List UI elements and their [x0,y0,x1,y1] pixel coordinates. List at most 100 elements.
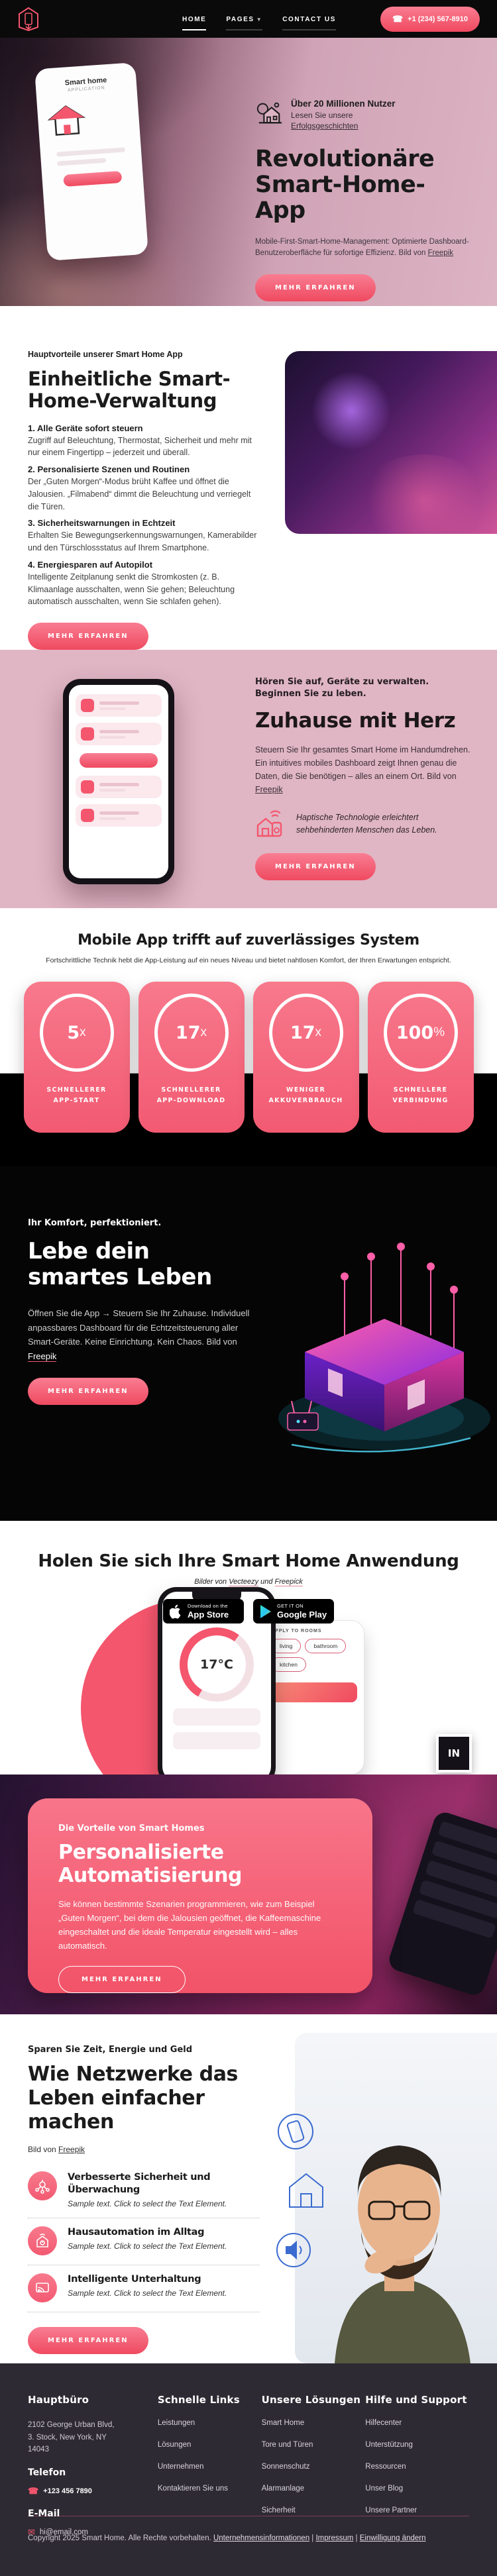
app-card [76,723,162,746]
consent-link[interactable]: Einwilligung ändern [359,2534,426,2543]
heart-section: Hören Sie auf, Geräte zu verwalten. Begi… [0,650,497,909]
footer-link[interactable]: Unser Blog [365,2485,404,2493]
benefits-kicker: Hauptvorteile unserer Smart Home App [28,350,183,359]
benefits-cta-button[interactable]: MEHR ERFAHREN [28,623,148,650]
smartlife-cta-button[interactable]: MEHR ERFAHREN [28,1378,148,1406]
stat-card: 17 x WENIGER AKKUVERBRAUCH [252,982,359,1133]
stat-value: 100 [396,1022,434,1043]
nav-home-underline [182,28,207,30]
temperature-value: 17°C [188,1635,246,1694]
stats-section: Mobile App trifft auf zuverlässiges Syst… [0,908,497,1167]
footer-phone[interactable]: ☎ +123 456 7890 [28,2486,158,2497]
smartlife-title: Lebe dein smartes Leben [28,1238,212,1291]
googleplay-badge[interactable]: GET IT ON Google Play [253,1599,334,1624]
benefit-item-title: 2. Personalisierte Szenen und Routinen [28,464,190,475]
success-stories-link[interactable]: Erfolgsgeschichten [291,121,359,130]
nav-pages[interactable]: PAGES ▼ [226,8,263,30]
freepik-link[interactable]: Freepik [28,1351,57,1362]
heart-cta-button[interactable]: MEHR ERFAHREN [255,853,376,881]
google-play-icon [260,1604,271,1618]
freepik-link[interactable]: Freepik [255,785,283,795]
networks-cta-button[interactable]: MEHR ERFAHREN [28,2326,148,2354]
vecteezy-link[interactable]: Vecteezy [229,1578,259,1587]
freepik-link[interactable]: Freepik [58,2145,85,2155]
nav-home-label: HOME [182,15,207,23]
header: HOME PAGES ▼ CONTACT US ☎ +1 (234) 567-89… [0,0,497,38]
footer-link[interactable]: Alarmanlage [261,2485,305,2493]
stat-value: 17 [175,1022,201,1043]
house-doodle-icon [289,2173,323,2208]
users-badge: Über 20 Millionen Nutzer Lesen Sie unser… [255,99,474,132]
app-card [76,694,162,717]
footer-link[interactable]: Leistungen [157,2419,195,2428]
stat-value: 5 [67,1022,80,1043]
frame-text: IN [447,1747,461,1760]
freepick-link[interactable]: Freepick [274,1578,303,1587]
footer-heading: Hauptbüro [28,2394,89,2406]
footer-link[interactable]: Hilfecenter [365,2419,402,2428]
hero-phone-row [56,158,107,166]
room-chip: kitchen [271,1657,306,1673]
security-network-icon [28,2171,57,2201]
hero-section: Smart home APPLICATION [0,38,497,306]
smartlife-kicker: Ihr Komfort, perfektioniert. [28,1218,162,1229]
device-tile-icon [81,699,94,713]
separator: | [353,2534,360,2543]
logo-icon[interactable] [17,7,40,32]
apply-to-rooms-label: APPLY TO ROOMS [271,1629,322,1634]
automation-card: Die Vorteile von Smart Homes Personalisi… [28,1798,372,1994]
phone-doodle-icon [278,2114,313,2150]
nav-contact-label: CONTACT US [282,15,337,23]
footer-link[interactable]: Smart Home [261,2419,305,2428]
call-button[interactable]: ☎ +1 (234) 567-8910 [380,6,480,32]
appstore-line2: App Store [188,1610,229,1620]
networks-kicker: Sparen Sie Zeit, Energie und Geld [28,2045,193,2055]
impressum-link[interactable]: Impressum [315,2534,354,2543]
automation-cta-button[interactable]: MEHR ERFAHREN [58,1966,186,1994]
benefit-item-body: Intelligente Zeitplanung senkt die Strom… [28,572,235,607]
heart-kicker: Hören Sie auf, Geräte zu verwalten. Begi… [255,677,429,699]
footer-link[interactable]: Sicherheit [261,2506,296,2515]
hero-phone-mockup: Smart home APPLICATION [34,62,148,261]
heart-content: Hören Sie auf, Geräte zu verwalten. Begi… [255,676,477,881]
stat-label: SCHNELLERE VERBINDUNG [392,1086,449,1105]
benefit-item-body: Der „Guten Morgen“-Modus brüht Kaffee un… [28,477,251,511]
footer-heading: Hilfe und Support [365,2394,467,2406]
footer-link[interactable]: Unsere Partner [365,2506,417,2515]
footer-link[interactable]: Tore und Türen [261,2441,313,2449]
call-button-label: +1 (234) 567-8910 [408,15,468,23]
footer-link[interactable]: Sonnenschutz [261,2463,310,2471]
photo-glow-decor [358,454,490,534]
photo-glow-decor [311,371,391,450]
benefits-photo [285,351,497,534]
nav-contact-underline [282,28,337,30]
phone-icon: ☎ [28,2486,39,2497]
freepik-link[interactable]: Freepik [427,249,453,258]
nav-pages-label: PAGES [226,15,254,23]
nav-home[interactable]: HOME [182,8,207,30]
footer-link[interactable]: Ressourcen [365,2463,406,2471]
company-info-link[interactable]: Unternehmensinformationen [213,2534,310,2543]
hero-cta-button[interactable]: MEHR ERFAHREN [255,274,376,302]
footer-link[interactable]: Lösungen [157,2441,192,2449]
nav-pages-underline [226,28,263,30]
footer-link[interactable]: Unternehmen [157,2463,204,2471]
heart-phone-mockup [63,679,174,885]
footer-link[interactable]: Unterstützung [365,2441,413,2449]
smart-tv-icon [28,2273,57,2302]
smartlife-section: Ihr Komfort, perfektioniert. Lebe dein s… [0,1166,497,1521]
chevron-down-icon: ▼ [256,16,263,23]
app-button [80,753,158,768]
room-chips: living bathroom kitchen [271,1639,357,1673]
phone-icon: ☎ [392,13,404,24]
networks-section: Sparen Sie Zeit, Energie und Geld Wie Ne… [0,2014,497,2364]
users-badge-text: Über 20 Millionen Nutzer Lesen Sie unser… [291,99,396,132]
googleplay-line2: Google Play [277,1610,327,1620]
appstore-badge[interactable]: Download on the App Store [163,1599,244,1624]
footer-email[interactable]: ✉ hi@email.com [28,2527,158,2538]
nav-contact[interactable]: CONTACT US [282,8,337,30]
stat-card: 17 x SCHNELLERER APP-DOWNLOAD [138,982,245,1133]
footer-link[interactable]: Kontaktieren Sie uns [157,2485,228,2493]
footer-office-column: Hauptbüro 2102 George Urban Blvd, 3. Sto… [28,2394,158,2537]
